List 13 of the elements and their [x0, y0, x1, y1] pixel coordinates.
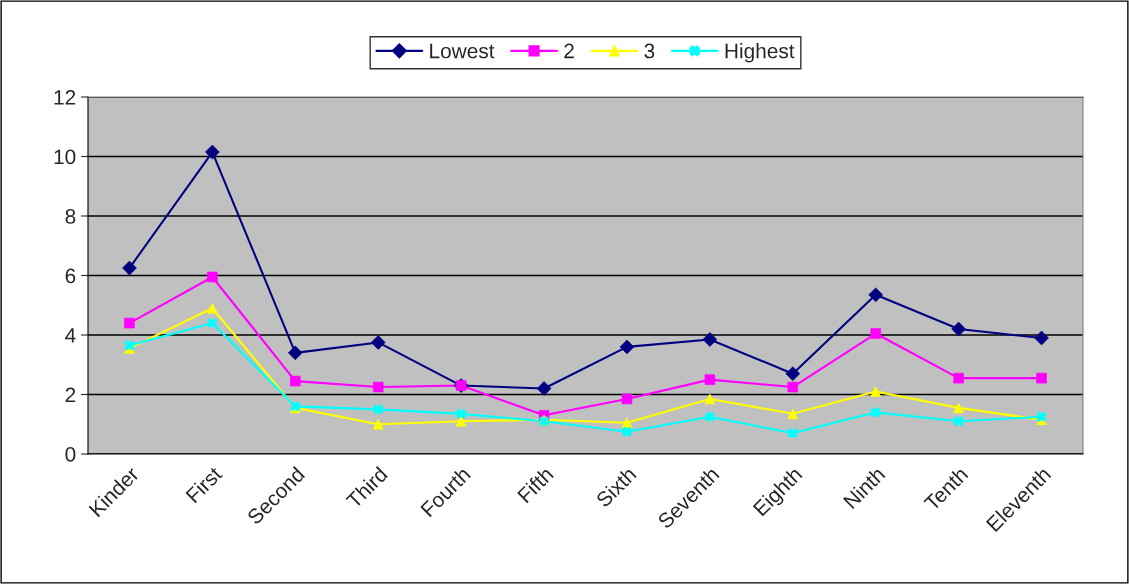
x-tick-label: First — [184, 465, 224, 504]
legend-label: 3 — [644, 43, 655, 59]
y-tick-label: 4 — [65, 328, 76, 343]
y-tick-label: 2 — [65, 387, 76, 403]
y-tick-label: 8 — [65, 209, 76, 224]
legend-label: Highest — [725, 43, 795, 63]
y-tick-label: 10 — [54, 149, 76, 165]
legend-label: Lowest — [430, 43, 495, 59]
y-tick-label: 12 — [54, 90, 76, 105]
legend-label: 2 — [564, 43, 574, 59]
y-tick-label: 0 — [65, 447, 76, 462]
y-tick-label: 6 — [65, 268, 76, 284]
x-tick-label: Fifth — [516, 466, 554, 504]
